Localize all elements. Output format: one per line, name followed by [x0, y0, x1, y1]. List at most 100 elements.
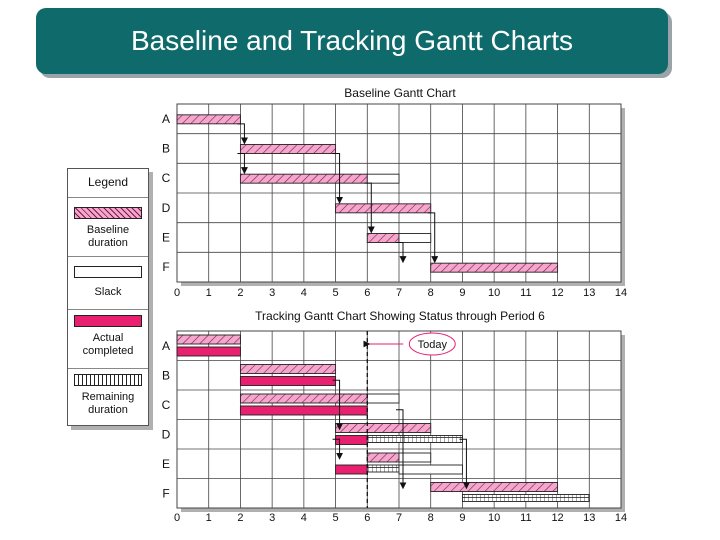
dependency-arrow: [396, 242, 407, 264]
today-callout: [408, 332, 456, 356]
x-tick-label: 8: [428, 287, 434, 299]
tracking-chart-title: Tracking Gantt Chart Showing Status thro…: [255, 309, 545, 323]
x-tick-label: 10: [488, 512, 500, 524]
bar-actual-d: [335, 435, 368, 445]
bar-remaining-e: [366, 464, 400, 473]
x-tick-label: 11: [520, 512, 531, 524]
task-label-d: D: [162, 427, 171, 441]
task-label-e: E: [162, 231, 170, 245]
bar-slack-e: [398, 464, 463, 475]
x-tick-label: 8: [428, 512, 434, 524]
slide-title: Baseline and Tracking Gantt Charts: [130, 25, 573, 56]
x-tick-label: 7: [396, 287, 402, 299]
legend-label-slack: Slack: [94, 286, 122, 298]
x-tick-label: 3: [269, 287, 275, 299]
legend-label-baseline-1: Baseline: [86, 224, 130, 236]
x-tick-label: 1: [206, 512, 212, 524]
legend-title: Legend: [87, 175, 129, 189]
legend-label-baseline-2: duration: [88, 237, 128, 249]
task-label-c: C: [162, 398, 171, 412]
bar-baseline-e: [366, 452, 400, 463]
x-tick-label: 11: [520, 287, 531, 299]
x-tick-label: 9: [459, 287, 465, 299]
x-tick-label: 4: [301, 287, 307, 299]
x-tick-label: 4: [301, 512, 307, 524]
bar-baseline-b: [239, 364, 337, 374]
bar-baseline-c: [239, 393, 368, 404]
x-tick-label: 2: [237, 512, 243, 524]
dependency-arrow: [364, 182, 375, 234]
x-tick-label: 7: [396, 512, 402, 524]
x-tick-label: 5: [333, 287, 339, 299]
dependency-arrow: [332, 438, 344, 460]
legend-label-actual-1: Actual: [92, 332, 124, 344]
x-tick-label: 13: [583, 287, 595, 299]
task-label-c: C: [162, 171, 171, 185]
x-tick-label: 2: [237, 287, 243, 299]
x-tick-label: 9: [459, 512, 465, 524]
dependency-arrow: [237, 153, 248, 175]
bar-actual-a: [176, 346, 241, 357]
x-tick-label: 6: [364, 512, 370, 524]
dependency-arrow: [459, 438, 470, 490]
legend-label-remaining-2: duration: [88, 404, 128, 416]
x-tick-label: 14: [615, 512, 627, 524]
bar-baseline-f: [430, 262, 559, 273]
x-tick-label: 12: [551, 512, 563, 524]
dependency-arrow: [396, 409, 407, 490]
bar-baseline-a: [176, 114, 241, 125]
x-tick-label: 3: [269, 512, 275, 524]
bar-baseline-c: [239, 173, 368, 184]
bar-baseline-d: [335, 423, 432, 433]
legend-label-actual-2: completed: [82, 345, 134, 357]
task-label-d: D: [162, 201, 171, 215]
bar-remaining-d: [366, 435, 463, 443]
bar-baseline-b: [239, 144, 337, 154]
legend-header: Legend: [68, 169, 148, 198]
bar-slack-c: [366, 173, 400, 184]
bar-baseline-d: [335, 203, 432, 214]
baseline-chart-title: Baseline Gantt Chart: [344, 86, 456, 100]
legend-label-remaining-1: Remaining: [81, 391, 135, 403]
bar-slack-e: [398, 233, 432, 243]
bar-slack-e: [398, 452, 432, 463]
task-label-b: B: [162, 368, 170, 382]
x-tick-label: 1: [206, 287, 212, 299]
x-tick-label: 0: [174, 287, 180, 299]
task-label-f: F: [162, 486, 169, 500]
task-label-b: B: [162, 142, 170, 156]
bar-slack-c: [366, 393, 400, 404]
legend-item-remaining: Remaining duration: [68, 369, 148, 425]
dependency-arrow: [237, 123, 248, 145]
today-label: Today: [418, 339, 448, 351]
legend-item-baseline: Baseline duration: [68, 198, 148, 257]
task-label-e: E: [162, 457, 170, 471]
task-label-a: A: [162, 112, 170, 126]
x-tick-label: 14: [615, 287, 627, 299]
title-banner: Baseline and Tracking Gantt Charts: [36, 8, 668, 74]
dependency-arrow: [427, 212, 439, 264]
bar-baseline-e: [366, 233, 400, 243]
slack-swatch: [74, 266, 142, 278]
legend-item-actual: Actual completed: [68, 310, 148, 369]
bar-actual-e: [335, 464, 368, 475]
actual-swatch: [74, 315, 142, 327]
x-tick-label: 12: [551, 287, 563, 299]
bar-baseline-f: [430, 482, 559, 492]
baseline-swatch: [74, 207, 142, 219]
bar-actual-c: [239, 405, 368, 416]
dependency-arrow: [332, 153, 344, 204]
x-tick-label: 0: [174, 512, 180, 524]
task-label-f: F: [162, 260, 169, 274]
legend-item-slack: Slack: [68, 257, 148, 310]
bar-baseline-a: [176, 334, 241, 345]
remaining-swatch: [74, 374, 142, 386]
bar-remaining-f: [461, 494, 590, 502]
x-tick-label: 10: [488, 287, 500, 299]
x-tick-label: 13: [583, 512, 595, 524]
x-tick-label: 6: [364, 287, 370, 299]
legend: Legend Baseline duration Slack Actual co…: [67, 168, 149, 426]
